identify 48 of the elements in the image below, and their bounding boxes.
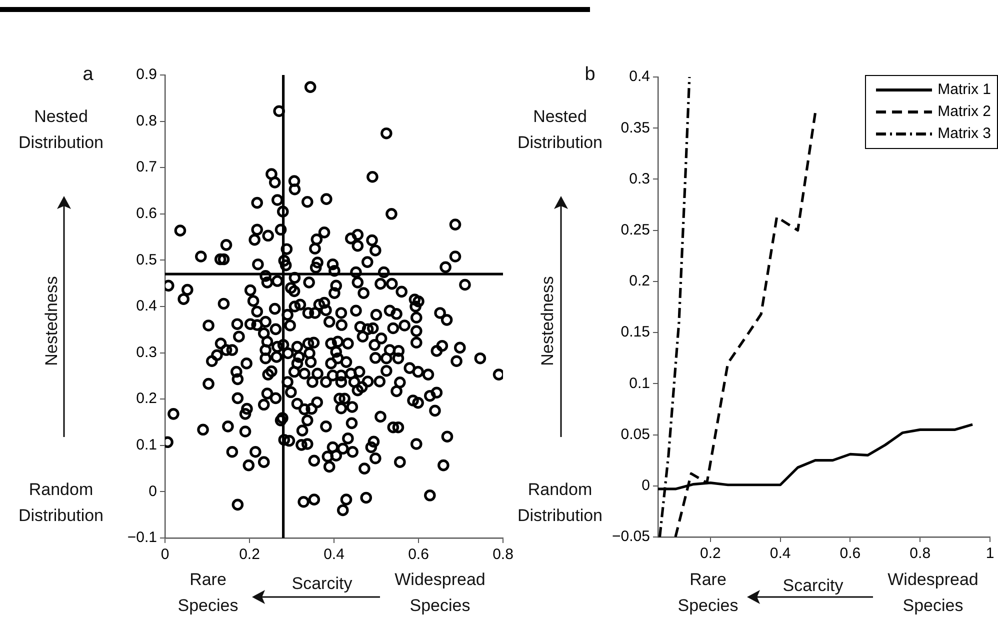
y-tick-label: 0.7 xyxy=(136,158,157,176)
legend-label: Matrix 1 xyxy=(938,80,991,100)
x-tick-label: 0.4 xyxy=(324,546,344,564)
y-tick-label: 0.3 xyxy=(629,170,650,188)
x-tick-label: 1 xyxy=(986,545,994,562)
y-tick-label: −0.05 xyxy=(612,528,650,546)
y-tick-label: 0 xyxy=(642,477,650,494)
x-tick-label: 0.4 xyxy=(770,545,791,562)
x-tick-label: 0.2 xyxy=(700,545,721,562)
y-tick-label: 0.4 xyxy=(136,298,157,315)
y-tick-label: 0.05 xyxy=(620,426,650,443)
text: Random Distribution xyxy=(17,479,105,527)
y-tick-label: 0.35 xyxy=(620,119,650,136)
y-tick-label: 0.25 xyxy=(620,221,650,238)
y-tick-label: 0.5 xyxy=(136,251,157,268)
text: Rare Species xyxy=(676,569,740,617)
y-tick-label: 0.2 xyxy=(136,390,157,408)
y-tick-label: 0.6 xyxy=(136,205,157,222)
text: Nested Distribution xyxy=(517,107,603,152)
y-tick-label: 0.1 xyxy=(629,374,650,392)
y-tick-label: 0 xyxy=(148,482,157,500)
text: Nested Distribution xyxy=(17,106,105,154)
x-tick-label: 0.2 xyxy=(239,546,260,564)
y-axis-title: Nestedness xyxy=(537,276,558,366)
text: Widespread Species xyxy=(394,569,486,617)
y-tick-label: 0.3 xyxy=(136,344,157,361)
y-axis-title: Nestedness xyxy=(41,276,62,366)
y-tick-label: 0.2 xyxy=(629,272,650,290)
x-tick-label: 0 xyxy=(160,546,170,564)
x-tick-label: 0.8 xyxy=(492,546,514,564)
chart-title: a xyxy=(82,63,94,87)
y-tick-label: 0.1 xyxy=(136,436,157,454)
chart-title: b xyxy=(584,63,596,87)
y-tick-label: −0.1 xyxy=(127,529,157,546)
text: Widespread Species xyxy=(886,569,980,617)
text: Random Distribution xyxy=(516,479,604,527)
x-axis-title: Scarcity xyxy=(290,573,354,595)
x-tick-label: 0.6 xyxy=(840,545,861,562)
text: Rare Species xyxy=(176,569,240,617)
y-tick-label: 0.15 xyxy=(620,324,650,341)
legend-label: Matrix 2 xyxy=(938,102,991,122)
x-axis-title: Scarcity xyxy=(782,575,844,597)
x-tick-label: 0.8 xyxy=(910,545,931,562)
y-tick-label: 0.4 xyxy=(629,68,650,86)
legend-label: Matrix 3 xyxy=(938,124,991,144)
y-tick-label: 0.9 xyxy=(136,66,157,84)
x-tick-label: 0.6 xyxy=(408,546,429,564)
y-tick-label: 0.8 xyxy=(136,112,157,130)
